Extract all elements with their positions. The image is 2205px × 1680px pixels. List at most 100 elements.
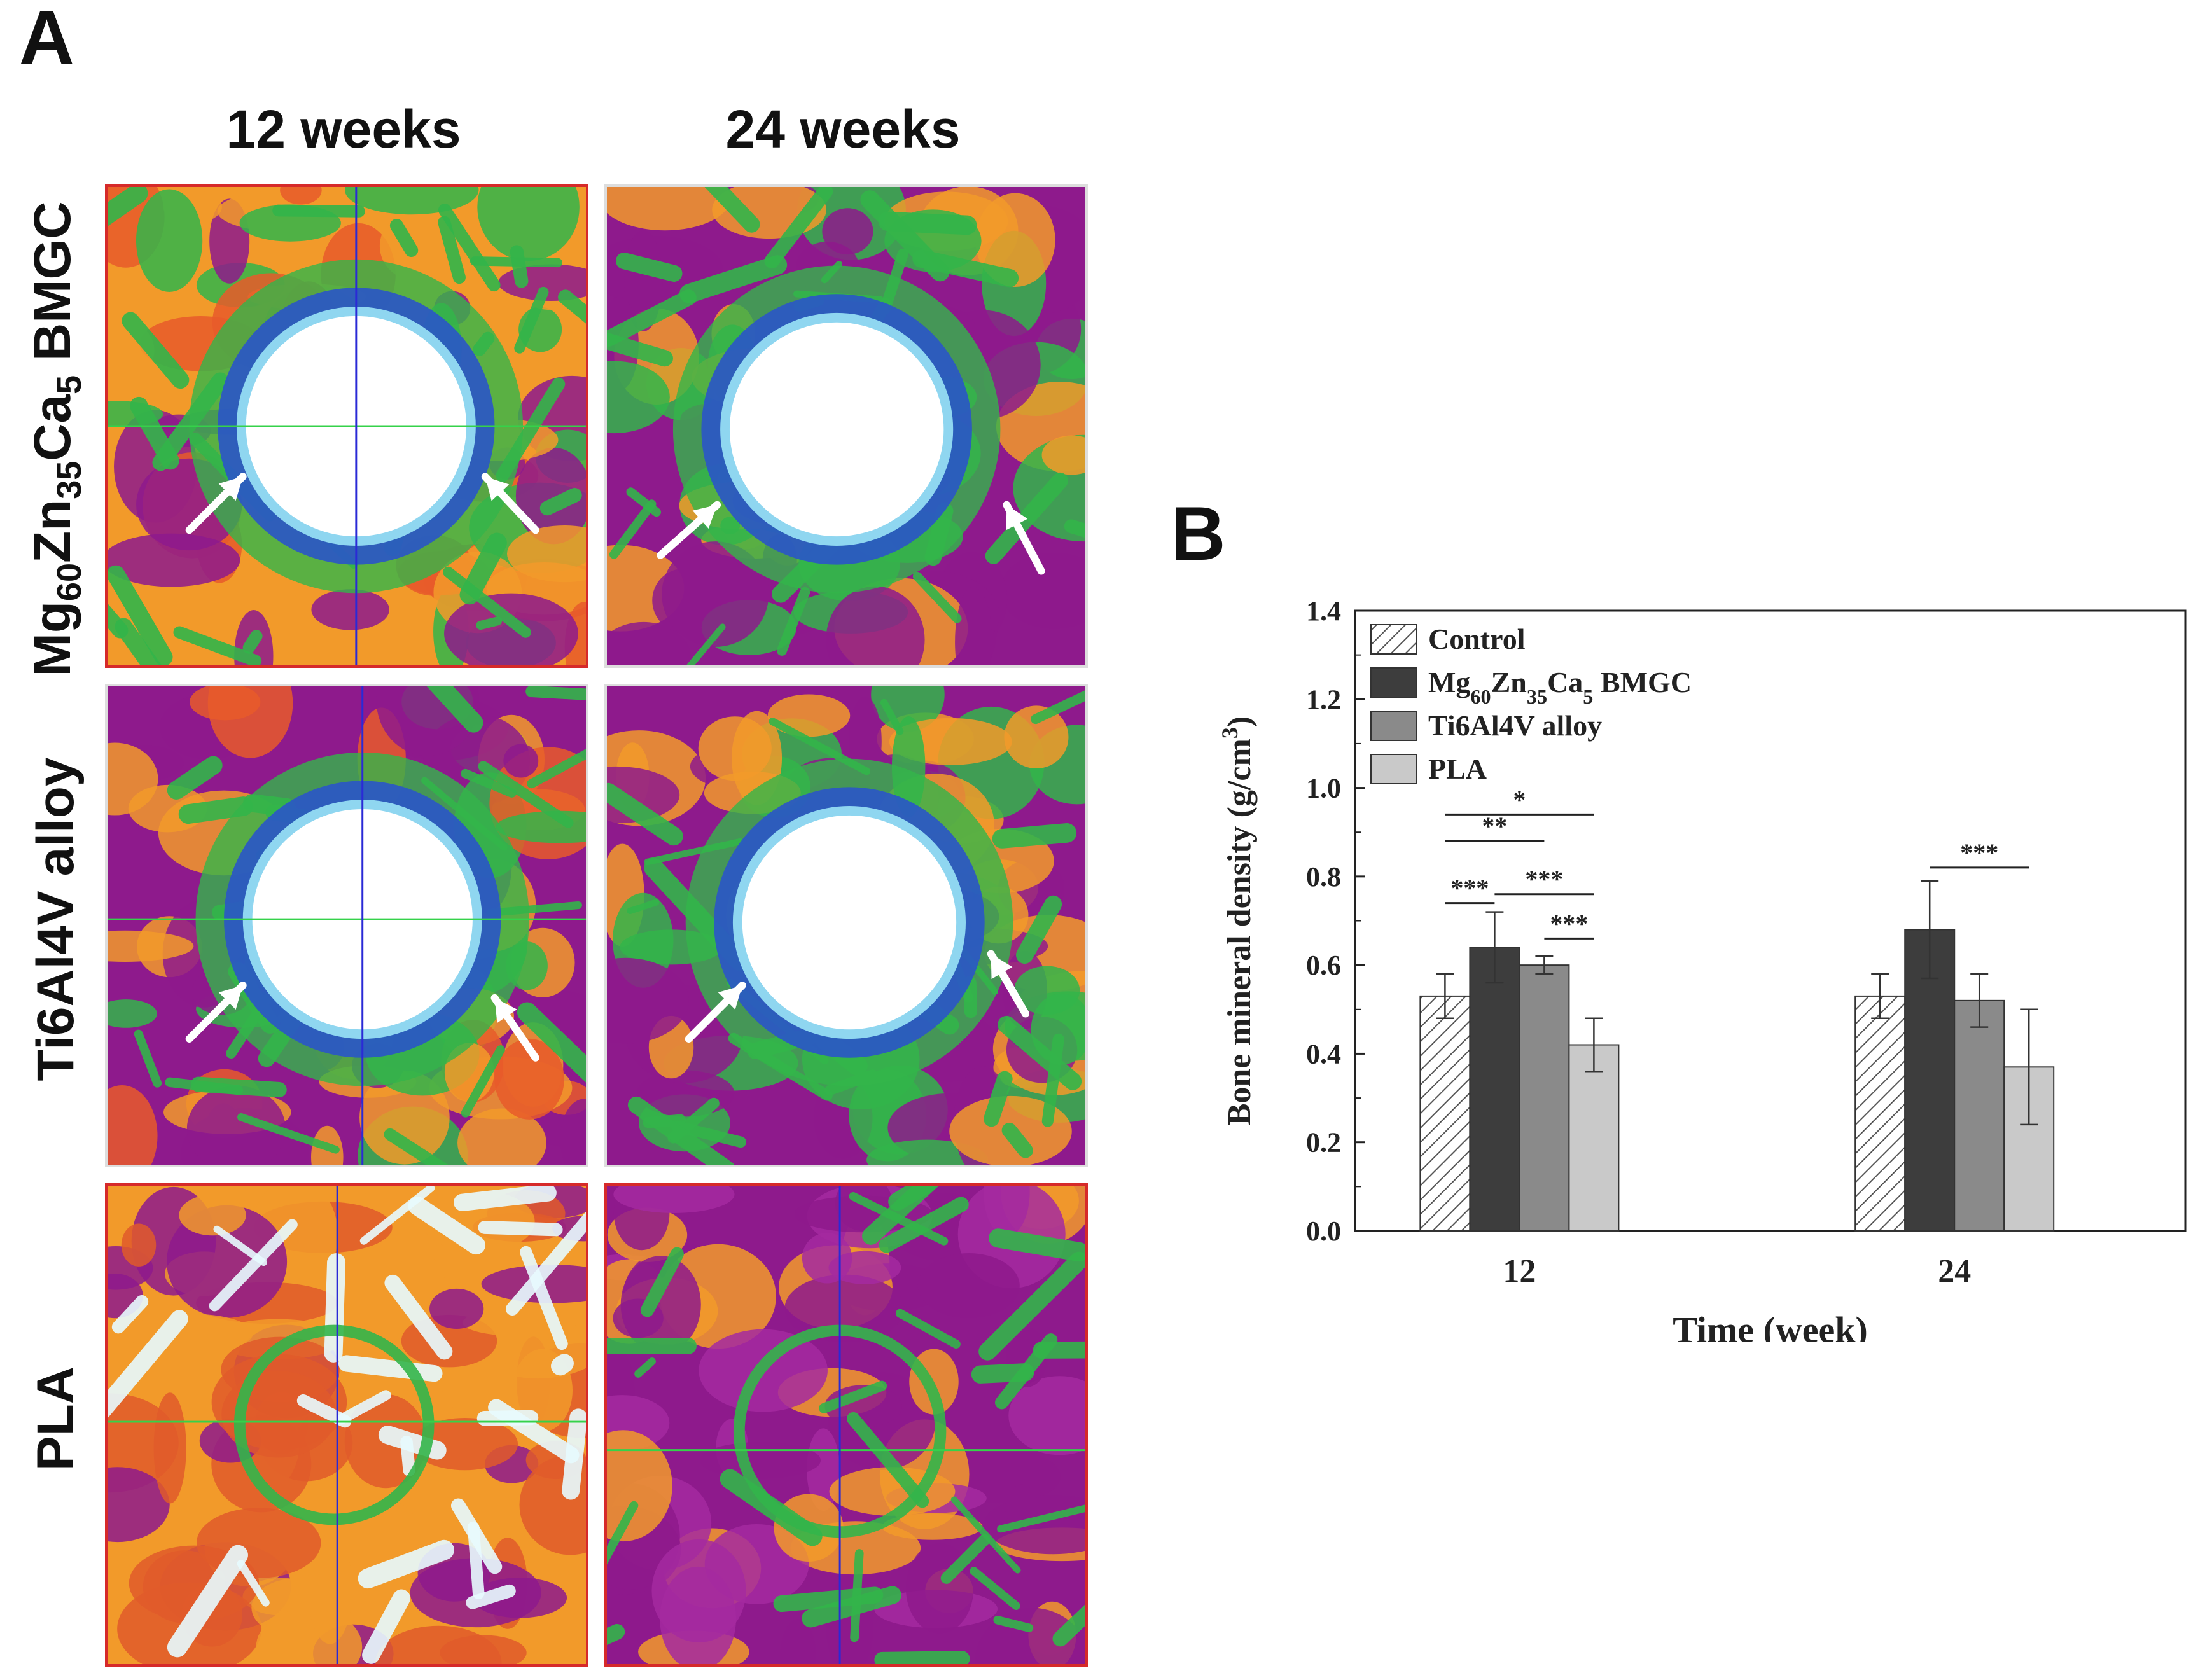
map-blob <box>186 1085 286 1165</box>
legend-swatch <box>1370 624 1417 655</box>
map-strand <box>108 565 173 665</box>
map-strand <box>505 1212 586 1316</box>
map-strand <box>438 216 466 284</box>
map-blob <box>975 193 1055 288</box>
map-blob <box>444 593 578 665</box>
map-blob <box>429 1288 484 1329</box>
map-strand <box>122 312 190 389</box>
map-strand <box>847 1412 929 1508</box>
map-strand <box>454 1186 557 1211</box>
map-blob <box>1008 1376 1085 1455</box>
map-strand <box>384 1128 449 1165</box>
map-blob <box>515 447 586 545</box>
row-label-bmgc: Mg60Zn35Ca5 BMGC <box>23 201 89 677</box>
y-tick-label: 0.6 <box>1306 950 1341 981</box>
map-blob <box>882 1513 983 1540</box>
map-blob <box>307 1534 352 1644</box>
map-strand <box>704 187 760 233</box>
map-blob <box>477 187 580 261</box>
micro-ct-bmgc-24-weeks <box>604 184 1088 668</box>
bar <box>1469 947 1520 1232</box>
map-blob <box>1004 705 1069 769</box>
micro-ct-map <box>607 187 1085 665</box>
map-strand <box>970 1567 1020 1611</box>
map-strand <box>539 488 582 516</box>
map-strand <box>993 1616 1034 1632</box>
map-strand <box>461 768 517 798</box>
map-blob <box>699 1441 821 1479</box>
map-blob <box>620 1256 701 1354</box>
map-strand <box>849 1192 949 1246</box>
map-strand <box>1052 1604 1085 1647</box>
map-strand <box>520 1246 568 1350</box>
map-strand <box>850 1549 864 1642</box>
micro-ct-ti6al4v-12-weeks <box>105 684 588 1167</box>
arrow-icon <box>657 501 721 559</box>
micro-ct-ti6al4v-24-weeks <box>604 684 1088 1167</box>
map-strand <box>992 823 1077 849</box>
legend-label: PLA <box>1428 753 1487 785</box>
map-strand <box>558 289 586 324</box>
map-blob <box>822 208 873 255</box>
map-strand <box>384 1274 453 1360</box>
arrow-icon <box>490 994 539 1062</box>
map-strand <box>615 253 683 282</box>
y-tick-label: 0.4 <box>1306 1038 1341 1069</box>
arrow-icon <box>185 982 247 1043</box>
map-strand <box>514 286 549 354</box>
map-strand <box>862 1186 939 1245</box>
significance-label: * <box>1513 785 1526 814</box>
map-strand <box>467 1521 485 1599</box>
map-strand <box>686 623 726 665</box>
map-strand <box>108 603 129 639</box>
map-strand <box>880 698 904 735</box>
bar <box>1419 995 1471 1232</box>
map-strand <box>461 1045 505 1118</box>
map-blob <box>698 716 772 781</box>
map-strand <box>989 1228 1085 1262</box>
micro-ct-map <box>108 686 586 1165</box>
map-blob <box>767 694 851 737</box>
map-blob <box>917 1253 1020 1319</box>
map-strand <box>940 1534 991 1584</box>
map-strand <box>1031 690 1085 725</box>
map-strand <box>609 499 657 559</box>
bar <box>1854 995 1906 1232</box>
map-strand <box>950 1496 1021 1574</box>
map-strand <box>209 1219 298 1312</box>
map-strand <box>324 1253 346 1363</box>
map-strand <box>819 1380 887 1413</box>
map-blob <box>311 589 389 630</box>
legend-swatch <box>1370 667 1417 698</box>
map-blob <box>660 1566 736 1664</box>
map-strand <box>562 1408 586 1500</box>
map-blob <box>108 533 240 587</box>
map-strand <box>640 1247 684 1317</box>
map-blob <box>607 957 689 1044</box>
map-blob <box>613 1186 735 1213</box>
implant-hole <box>729 322 944 537</box>
map-strand <box>359 1186 435 1245</box>
map-strand <box>358 1539 454 1589</box>
map-strand <box>336 1390 391 1425</box>
map-blob <box>440 1635 527 1664</box>
map-strand <box>998 1015 1082 1090</box>
implant-hole <box>742 815 957 1030</box>
map-strand <box>879 1197 969 1253</box>
map-strand <box>478 1221 563 1237</box>
map-blob <box>955 587 992 665</box>
map-blob <box>560 1099 586 1165</box>
map-blob <box>494 1038 564 1120</box>
column-header-12-weeks: 12 weeks <box>226 99 461 159</box>
map-strand <box>362 1589 411 1664</box>
map-strand <box>607 289 697 347</box>
map-strand <box>476 616 503 630</box>
map-strand <box>627 899 660 915</box>
micro-ct-map <box>108 1186 586 1664</box>
map-blob <box>607 187 731 231</box>
panel-b-letter: B <box>1171 491 1226 576</box>
map-strand <box>1064 519 1085 538</box>
map-strand <box>978 1251 1085 1361</box>
x-axis-label: Time (week) <box>1673 1309 1868 1342</box>
map-strand <box>627 1096 735 1165</box>
